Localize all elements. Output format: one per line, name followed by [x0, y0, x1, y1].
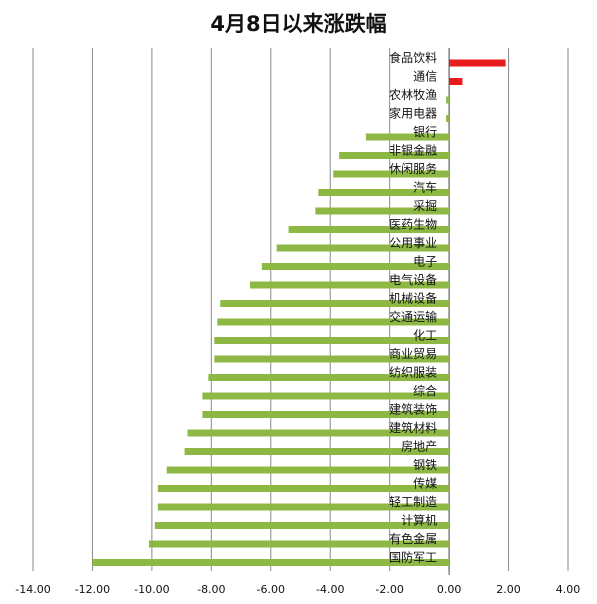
- bar: [187, 429, 450, 437]
- x-tick-label: -6.00: [257, 583, 285, 596]
- category-label: 电子: [413, 255, 437, 269]
- category-label: 家用电器: [389, 106, 437, 121]
- bar: [92, 559, 450, 566]
- category-label: 农林牧渔: [389, 88, 437, 102]
- category-label: 轻工制造: [389, 495, 437, 509]
- bar: [261, 263, 450, 270]
- bar: [166, 466, 450, 474]
- x-tick-label: -12.00: [75, 583, 110, 596]
- bar: [449, 59, 506, 67]
- gridlines: [32, 48, 569, 575]
- x-tick-label: -8.00: [197, 583, 225, 596]
- bar: [208, 374, 450, 381]
- bar: [217, 318, 450, 326]
- category-label: 非银金融: [389, 143, 437, 158]
- category-label: 综合: [413, 383, 437, 398]
- category-label: 国防军工: [389, 550, 437, 565]
- bar: [154, 522, 450, 529]
- x-tick-label: -4.00: [316, 583, 344, 596]
- bar: [333, 170, 450, 178]
- bar: [249, 281, 450, 289]
- category-label: 银行: [413, 125, 437, 139]
- category-label: 休闲服务: [389, 161, 437, 176]
- category-label: 汽车: [413, 180, 437, 195]
- category-label: 通信: [413, 70, 437, 84]
- bar: [276, 244, 450, 252]
- bar: [446, 115, 450, 122]
- category-label: 机械设备: [389, 291, 437, 306]
- bar: [157, 485, 450, 492]
- bar: [288, 226, 450, 233]
- chart-title: 4月8日以来涨跌幅: [210, 12, 387, 36]
- x-tick-label: -14.00: [15, 583, 50, 596]
- bar: [365, 133, 450, 141]
- category-label: 建筑材料: [389, 420, 437, 435]
- category-label: 食品饮料: [389, 50, 437, 65]
- category-label: 房地产: [401, 439, 437, 454]
- bar: [220, 300, 450, 307]
- category-label: 建筑装饰: [389, 402, 437, 417]
- bar: [318, 189, 450, 196]
- category-label: 公用事业: [389, 236, 437, 250]
- bar: [214, 355, 450, 363]
- bar: [449, 78, 463, 85]
- x-tick-label: -2.00: [375, 583, 403, 596]
- bar: [184, 448, 450, 455]
- x-tick-label: 4.00: [556, 583, 581, 596]
- x-tick-label: 2.00: [496, 583, 521, 596]
- category-label: 交通运输: [389, 309, 437, 324]
- category-label: 化工: [413, 329, 437, 343]
- bar: [157, 503, 450, 511]
- bar: [315, 207, 450, 215]
- bar: [214, 337, 450, 344]
- bar: [339, 152, 450, 159]
- category-label: 传媒: [413, 476, 437, 491]
- category-label: 纺织服装: [389, 366, 437, 380]
- category-label: 钢铁: [413, 458, 437, 472]
- category-label: 有色金属: [389, 531, 437, 546]
- bar: [446, 96, 450, 104]
- category-label: 采掘: [413, 198, 437, 213]
- category-label: 计算机: [401, 513, 437, 528]
- bar: [202, 411, 450, 418]
- category-label: 电气设备: [389, 272, 437, 287]
- x-tick-label: 0.00: [437, 583, 462, 596]
- category-label: 医药生物: [389, 218, 437, 232]
- bar: [202, 392, 450, 400]
- bar: [148, 540, 450, 548]
- category-label: 商业贸易: [389, 346, 437, 361]
- bars: [92, 59, 506, 566]
- x-tick-label: -10.00: [134, 583, 169, 596]
- x-axis-ticks: -14.00 -12.00 -10.00 -8.00 -6.00 -4.00 -2.00 0.…: [15, 583, 580, 596]
- category-labels: 食品饮料通信农林牧渔家用电器银行非银金融休闲服务汽车采掘医药生物公用事业电子电气…: [389, 50, 437, 565]
